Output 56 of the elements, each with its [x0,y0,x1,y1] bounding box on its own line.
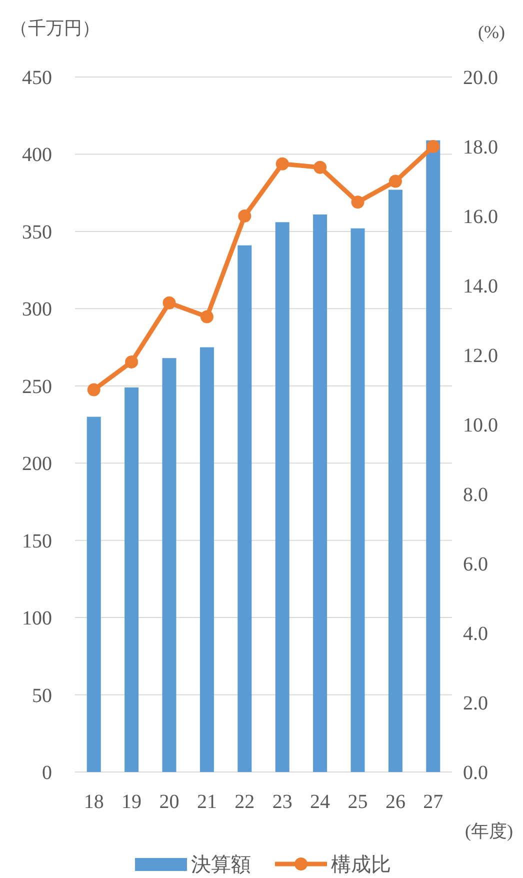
x-tick-label: 25 [348,791,368,813]
x-tick-label: 22 [234,791,255,813]
y-tick-label: 50 [32,684,52,707]
bar [200,347,214,772]
y2-tick-label: 0.0 [463,762,488,784]
bar [426,140,440,772]
y2-tick-label: 10.0 [463,414,498,436]
bar [238,245,252,772]
point [388,174,402,188]
point [314,160,327,174]
bar [313,214,328,772]
point [351,196,364,209]
y2-tick-label: 14.0 [463,276,498,298]
y-tick-label: 150 [22,530,52,552]
y-tick-label: 400 [22,144,52,166]
x-axis-title: (年度) [465,821,513,841]
y2-tick-label: 8.0 [463,484,488,506]
y2-tick-label: 16.0 [463,206,498,228]
legend-label: 構成比 [331,854,391,876]
point [426,140,440,153]
bar [350,228,365,772]
point [125,355,138,368]
point [238,210,252,222]
point [87,383,100,396]
x-tick-label: 26 [385,791,406,813]
y2-tick-label: 6.0 [463,554,488,576]
x-tick-label: 24 [310,791,330,813]
y2-tick-label: 4.0 [463,623,488,645]
bar [275,222,290,772]
y2-tick-label: 20.0 [463,67,498,89]
y2-tick-label: 12.0 [463,345,498,367]
x-tick-label: 18 [84,791,104,813]
y-tick-label: 0 [42,762,52,784]
legend-label: 決算額 [191,854,251,876]
x-tick-label: 27 [423,791,444,813]
y-tick-label: 300 [22,298,52,321]
bar [162,358,176,772]
x-tick-label: 23 [272,791,292,813]
x-tick-label: 21 [196,791,217,813]
point [200,310,214,324]
y-tick-label: 350 [22,221,52,244]
bar [388,190,402,772]
bar [124,387,139,772]
point [162,296,176,310]
y-tick-label: 450 [22,67,52,89]
y-tick-label: 200 [22,453,52,476]
y-axis-title: （千万円） [10,18,100,38]
y-tick-label: 100 [22,608,52,630]
y2-tick-label: 2.0 [463,692,488,714]
y-tick-label: 250 [22,376,52,398]
bar [86,416,101,772]
point [276,157,289,170]
y2-axis-title: (%) [478,22,506,42]
x-tick-label: 19 [122,791,142,813]
y2-tick-label: 18.0 [463,136,498,158]
x-tick-label: 20 [159,791,180,813]
